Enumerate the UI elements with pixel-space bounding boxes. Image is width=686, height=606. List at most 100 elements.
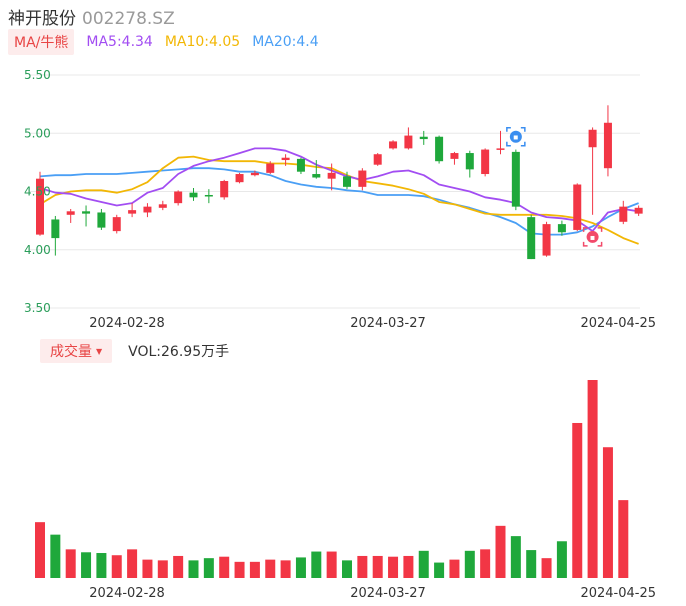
volume-bar bbox=[572, 422, 583, 578]
candle-body bbox=[296, 158, 305, 172]
candle bbox=[465, 150, 474, 178]
candle bbox=[450, 151, 459, 165]
candle bbox=[112, 214, 121, 234]
date-tick-label: 2024-04-25 bbox=[580, 316, 656, 331]
candle bbox=[358, 168, 367, 191]
candle bbox=[189, 188, 198, 201]
candle-body bbox=[450, 153, 459, 159]
volume-bar bbox=[388, 556, 399, 578]
ma20-legend-label: MA20:4.4 bbox=[252, 34, 319, 50]
candle bbox=[343, 171, 351, 190]
volume-bar bbox=[65, 549, 76, 578]
candle-body bbox=[404, 135, 413, 149]
candle-body bbox=[250, 172, 259, 176]
volume-bar bbox=[127, 549, 138, 578]
buy-signal-icon-bracket bbox=[582, 227, 603, 247]
candle-body bbox=[51, 219, 60, 239]
candle-body bbox=[327, 172, 336, 179]
volume-bar bbox=[219, 556, 230, 578]
price-tick-label: 5.50 bbox=[24, 68, 51, 82]
candle bbox=[527, 214, 536, 260]
candle bbox=[36, 171, 44, 236]
ma10-legend-label: MA10:4.05 bbox=[164, 34, 241, 50]
candle-body bbox=[174, 191, 183, 204]
candle-body bbox=[634, 207, 643, 214]
candle bbox=[220, 179, 229, 200]
volume-bar bbox=[618, 500, 629, 578]
candle-body bbox=[220, 181, 229, 198]
volume-bar bbox=[510, 536, 521, 578]
caret-down-icon: ▼ bbox=[96, 347, 103, 356]
volume-bar bbox=[418, 550, 429, 578]
volume-bar bbox=[556, 541, 567, 578]
candle bbox=[82, 205, 91, 227]
ma5-legend-label: MA5:4.34 bbox=[86, 34, 153, 50]
candle bbox=[557, 220, 566, 236]
candle-body bbox=[343, 176, 351, 187]
candle bbox=[143, 203, 152, 218]
candle bbox=[435, 135, 444, 164]
candle bbox=[97, 208, 106, 230]
ma5-line bbox=[39, 147, 639, 233]
candle-body bbox=[481, 149, 490, 175]
signal-markers: ▪▪ bbox=[506, 126, 603, 247]
candle bbox=[619, 200, 628, 225]
sell-signal-icon-bracket bbox=[506, 126, 526, 147]
volume-bar bbox=[326, 551, 337, 578]
candle-body bbox=[511, 151, 520, 207]
candle-body bbox=[603, 122, 612, 169]
volume-bar bbox=[265, 559, 276, 578]
candle-body bbox=[542, 224, 551, 256]
candle-body bbox=[527, 217, 536, 260]
candle-body bbox=[573, 184, 582, 230]
volume-bar bbox=[357, 555, 368, 578]
volume-value-label: VOL:26.95万手 bbox=[128, 344, 230, 360]
candle bbox=[128, 203, 137, 218]
candle-body bbox=[235, 174, 244, 183]
candle bbox=[327, 163, 336, 191]
candle bbox=[634, 205, 643, 216]
volume-bar bbox=[157, 560, 168, 578]
volume-bar bbox=[342, 560, 352, 578]
candle bbox=[158, 200, 167, 211]
ma-legend: MA/牛熊 MA5:4.34 MA10:4.05 MA20:4.4 bbox=[8, 29, 319, 55]
date-tick-label: 2024-02-28 bbox=[89, 316, 165, 331]
sell-signal-icon: ▪ bbox=[506, 126, 526, 147]
candle bbox=[404, 127, 413, 150]
candle bbox=[312, 160, 321, 179]
volume-bar bbox=[480, 549, 491, 578]
candle-body bbox=[66, 211, 75, 215]
volume-bar bbox=[35, 522, 45, 578]
buy-signal-icon-glyph: ▪ bbox=[590, 233, 595, 242]
volume-date-axis-labels: 2024-02-28 2024-03-27 2024-04-25 bbox=[89, 586, 656, 601]
volume-bar bbox=[81, 552, 92, 578]
candle bbox=[174, 190, 183, 206]
date-axis-labels: 2024-02-28 2024-03-27 2024-04-25 bbox=[89, 316, 656, 331]
volume-bar bbox=[464, 550, 475, 578]
price-tick-label: 4.00 bbox=[24, 243, 51, 257]
candle-body bbox=[557, 224, 566, 233]
volume-bar bbox=[449, 559, 460, 578]
sell-signal-icon-glyph: ▪ bbox=[513, 133, 518, 142]
candle-body bbox=[36, 178, 44, 235]
candle bbox=[419, 130, 428, 145]
candle bbox=[588, 127, 597, 215]
volume-bar bbox=[587, 380, 598, 578]
volume-bar bbox=[495, 525, 506, 578]
candle bbox=[496, 130, 505, 155]
volume-bars bbox=[35, 380, 629, 578]
ma-indicator-tab[interactable]: MA/牛熊 bbox=[8, 29, 75, 55]
date-tick-label: 2024-04-25 bbox=[580, 586, 656, 601]
candle-body bbox=[465, 153, 474, 170]
candle bbox=[542, 221, 551, 257]
volume-indicator-dropdown[interactable]: 成交量 ▼ bbox=[40, 339, 113, 363]
date-tick-label: 2024-03-27 bbox=[350, 316, 426, 331]
volume-bar bbox=[541, 558, 552, 578]
candle-body bbox=[419, 136, 428, 140]
candle-body bbox=[143, 206, 152, 213]
candle-body bbox=[204, 194, 213, 197]
candle-body bbox=[312, 174, 321, 178]
ma20-line bbox=[39, 167, 639, 236]
candle bbox=[511, 149, 520, 211]
